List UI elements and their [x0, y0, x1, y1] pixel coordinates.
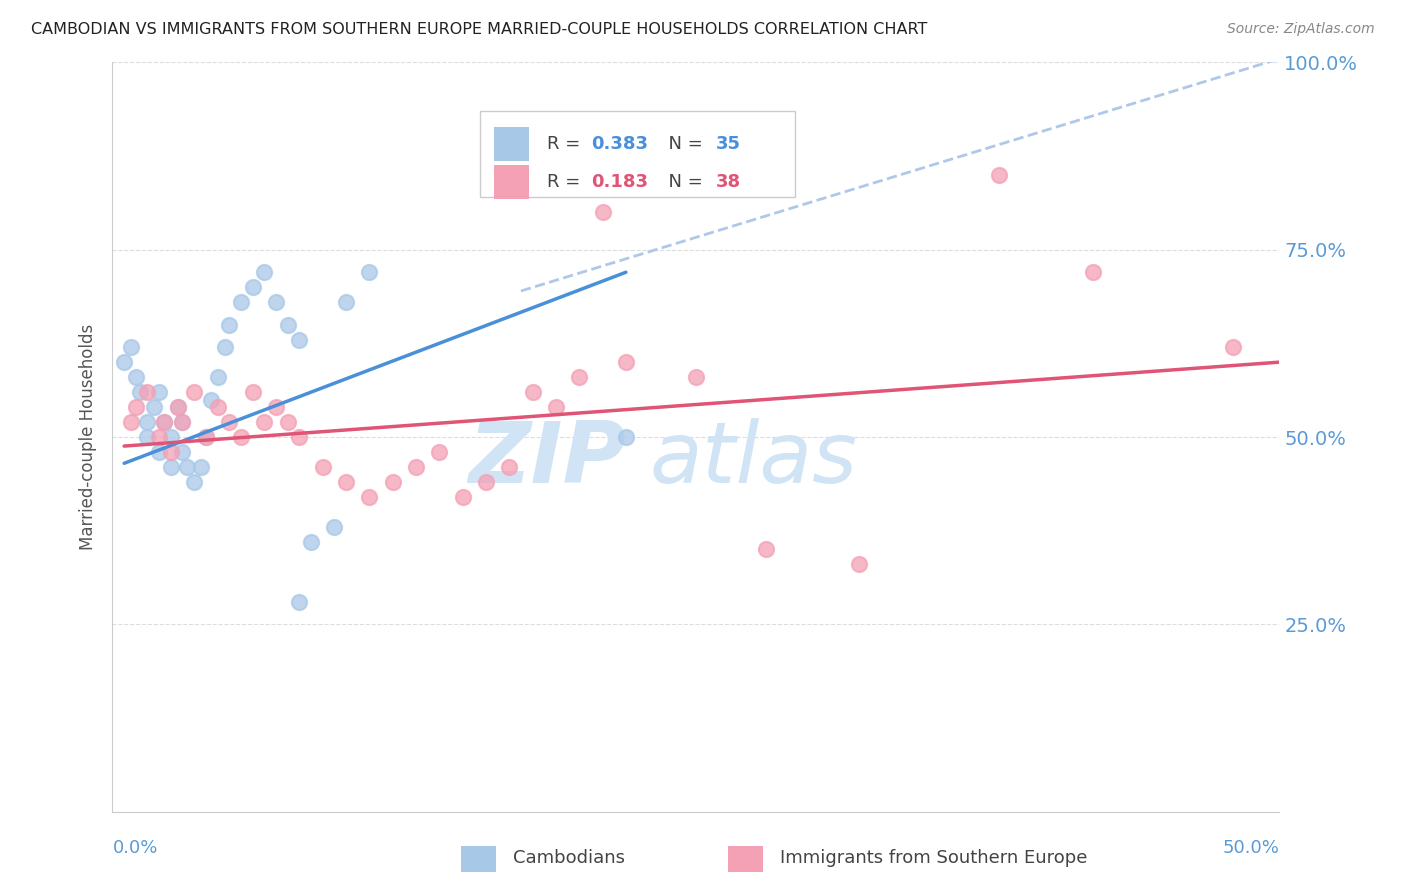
- Point: [160, 445, 183, 459]
- Y-axis label: Married-couple Households: Married-couple Households: [79, 324, 97, 550]
- Point: [276, 318, 298, 332]
- Point: [614, 430, 637, 444]
- Point: [148, 385, 170, 400]
- Point: [359, 265, 381, 279]
- Point: [544, 400, 567, 414]
- Point: [214, 340, 236, 354]
- Point: [136, 415, 159, 429]
- Point: [143, 400, 166, 414]
- Point: [190, 460, 212, 475]
- Point: [229, 430, 252, 444]
- Point: [755, 542, 778, 557]
- Point: [288, 430, 311, 444]
- Point: [136, 385, 159, 400]
- Point: [381, 475, 404, 489]
- Point: [218, 415, 240, 429]
- Text: 0.383: 0.383: [591, 135, 648, 153]
- Point: [848, 558, 870, 572]
- Text: atlas: atlas: [650, 418, 858, 501]
- Point: [323, 520, 346, 534]
- Point: [176, 460, 198, 475]
- Point: [253, 415, 276, 429]
- Point: [242, 385, 264, 400]
- Point: [207, 400, 229, 414]
- Point: [207, 370, 229, 384]
- Point: [148, 445, 170, 459]
- Point: [288, 333, 311, 347]
- Point: [200, 392, 222, 407]
- Text: 38: 38: [716, 173, 741, 191]
- Point: [148, 430, 170, 444]
- Point: [183, 385, 205, 400]
- Point: [264, 295, 287, 310]
- Point: [125, 370, 148, 384]
- Point: [229, 295, 252, 310]
- Point: [194, 430, 217, 444]
- Point: [299, 535, 322, 549]
- Point: [153, 415, 176, 429]
- Point: [172, 415, 194, 429]
- Point: [685, 370, 707, 384]
- Point: [183, 475, 205, 489]
- Bar: [494, 165, 529, 199]
- Point: [614, 355, 637, 369]
- Point: [160, 430, 183, 444]
- Point: [335, 295, 357, 310]
- Point: [1081, 265, 1104, 279]
- Point: [129, 385, 152, 400]
- Point: [194, 430, 217, 444]
- Point: [166, 400, 188, 414]
- Text: R =: R =: [547, 135, 592, 153]
- Point: [405, 460, 427, 475]
- Point: [172, 445, 194, 459]
- Text: 0.0%: 0.0%: [112, 839, 157, 857]
- Point: [172, 415, 194, 429]
- FancyBboxPatch shape: [479, 112, 796, 197]
- Point: [276, 415, 298, 429]
- Text: N =: N =: [658, 173, 714, 191]
- Point: [592, 205, 614, 219]
- Point: [166, 400, 188, 414]
- Text: 0.183: 0.183: [591, 173, 648, 191]
- Point: [1222, 340, 1244, 354]
- Point: [242, 280, 264, 294]
- Point: [335, 475, 357, 489]
- Point: [568, 370, 591, 384]
- Text: R =: R =: [547, 173, 592, 191]
- Point: [125, 400, 148, 414]
- Point: [359, 490, 381, 504]
- Point: [120, 340, 142, 354]
- Point: [120, 415, 142, 429]
- Point: [160, 460, 183, 475]
- Text: Source: ZipAtlas.com: Source: ZipAtlas.com: [1227, 22, 1375, 37]
- Text: 35: 35: [716, 135, 741, 153]
- Text: N =: N =: [658, 135, 714, 153]
- Point: [311, 460, 333, 475]
- Point: [288, 595, 311, 609]
- Text: ZIP: ZIP: [468, 418, 626, 501]
- Text: 50.0%: 50.0%: [1223, 839, 1279, 857]
- Point: [253, 265, 276, 279]
- Point: [153, 415, 176, 429]
- Point: [988, 168, 1011, 182]
- Point: [522, 385, 544, 400]
- Point: [475, 475, 498, 489]
- Text: Immigrants from Southern Europe: Immigrants from Southern Europe: [780, 849, 1088, 867]
- Point: [218, 318, 240, 332]
- Point: [264, 400, 287, 414]
- Point: [451, 490, 474, 504]
- Point: [498, 460, 520, 475]
- Text: Cambodians: Cambodians: [513, 849, 626, 867]
- Bar: [494, 127, 529, 161]
- Point: [136, 430, 159, 444]
- Text: CAMBODIAN VS IMMIGRANTS FROM SOUTHERN EUROPE MARRIED-COUPLE HOUSEHOLDS CORRELATI: CAMBODIAN VS IMMIGRANTS FROM SOUTHERN EU…: [31, 22, 928, 37]
- Point: [112, 355, 135, 369]
- Point: [427, 445, 450, 459]
